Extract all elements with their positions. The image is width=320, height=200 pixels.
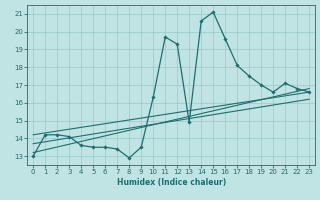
X-axis label: Humidex (Indice chaleur): Humidex (Indice chaleur) xyxy=(116,178,226,187)
